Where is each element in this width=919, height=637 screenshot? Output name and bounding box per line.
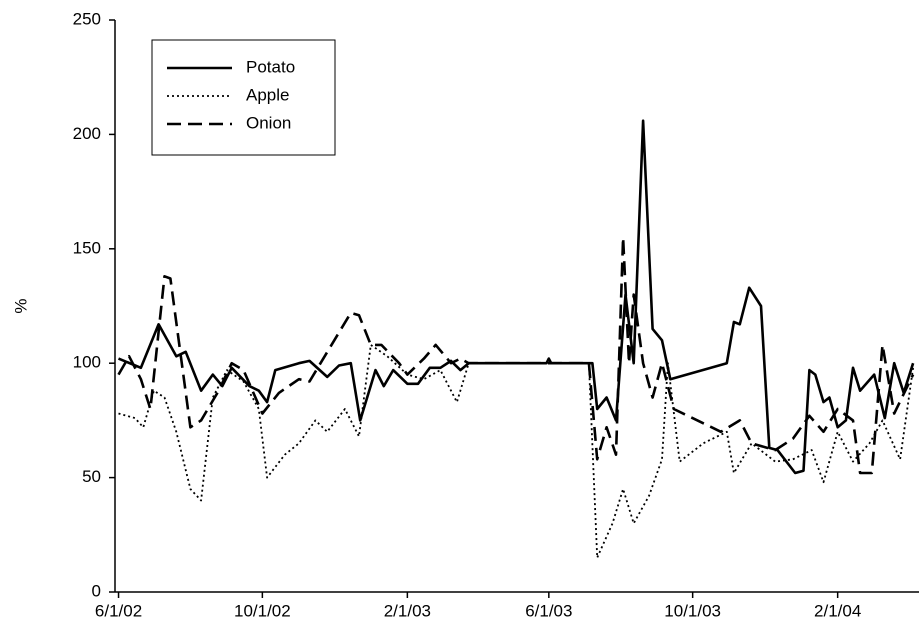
- legend-label: Potato: [246, 57, 295, 76]
- x-tick-label: 10/1/02: [234, 601, 291, 620]
- series-line: [118, 343, 914, 559]
- legend-label: Apple: [246, 85, 289, 104]
- y-tick-label: 0: [92, 581, 101, 600]
- x-tick-label: 2/1/03: [384, 601, 431, 620]
- y-tick-label: 100: [73, 353, 101, 372]
- legend-label: Onion: [246, 113, 291, 132]
- x-tick-label: 6/1/03: [525, 601, 572, 620]
- y-tick-label: 50: [82, 467, 101, 486]
- y-tick-label: 200: [73, 124, 101, 143]
- y-tick-label: 150: [73, 238, 101, 257]
- series-line: [117, 236, 915, 475]
- y-tick-label: 250: [73, 9, 101, 28]
- series-line: [118, 119, 915, 475]
- x-tick-label: 6/1/02: [95, 601, 142, 620]
- x-tick-label: 2/1/04: [814, 601, 861, 620]
- legend-box: [151, 39, 336, 156]
- x-tick-label: 10/1/03: [664, 601, 721, 620]
- y-axis-label: %: [11, 298, 30, 313]
